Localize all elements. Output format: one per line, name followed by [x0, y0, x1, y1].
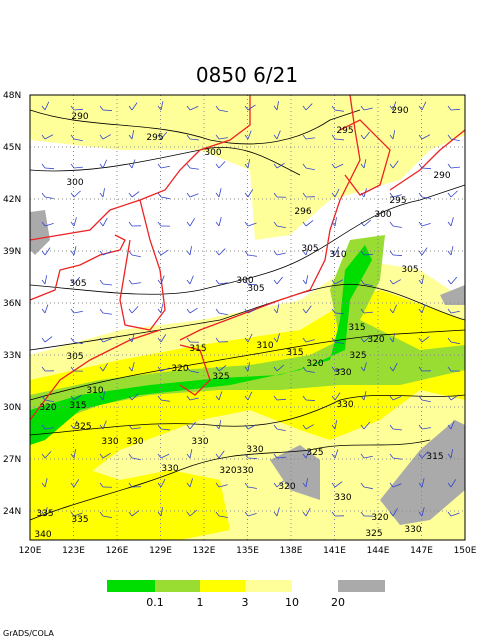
contour-label: 315	[69, 401, 86, 411]
contour-label: 295	[146, 133, 163, 143]
lon-label: 120E	[19, 546, 42, 556]
legend-swatch	[245, 580, 292, 592]
lon-label: 147E	[410, 546, 433, 556]
legend-label: 0.1	[146, 596, 164, 609]
contour-label: 330	[246, 445, 263, 455]
contour-label: 310	[256, 341, 273, 351]
lon-label: 150E	[454, 546, 477, 556]
contour-label: 320	[367, 335, 384, 345]
contour-label: 305	[401, 265, 418, 275]
contour-label: 305	[301, 244, 318, 254]
contour-label: 330	[236, 466, 253, 476]
credit: GrADS/COLA	[3, 629, 54, 638]
wind-barb	[103, 110, 112, 111]
lat-label: 39N	[3, 247, 21, 257]
contour-label: 300	[204, 148, 221, 158]
legend-label: 1	[197, 596, 204, 609]
contour-label: 320	[371, 513, 388, 523]
contour-label: 325	[349, 351, 366, 361]
lat-label: 42N	[3, 195, 21, 205]
contour-label: 300	[66, 178, 83, 188]
contour-label: 305	[66, 352, 83, 362]
contour-label: 305	[69, 279, 86, 289]
contour-label: 300	[374, 210, 391, 220]
lon-label: 138E	[280, 546, 303, 556]
contour-label: 330	[101, 437, 118, 447]
contour-label: 310	[86, 386, 103, 396]
wind-barb	[306, 400, 315, 401]
contour-label: 330	[191, 437, 208, 447]
legend-swatch	[200, 580, 245, 592]
contour-label: 330	[334, 493, 351, 503]
contour-label: 290	[433, 171, 450, 181]
legend-swatch	[107, 580, 155, 592]
lat-label: 27N	[3, 455, 21, 465]
contour-label: 335	[71, 515, 88, 525]
contour-label: 330	[126, 437, 143, 447]
contour-label: 320	[219, 466, 236, 476]
contour-label: 295	[336, 126, 353, 136]
legend-swatch	[155, 580, 200, 592]
lat-label: 45N	[3, 143, 21, 153]
contour-label: 325	[365, 529, 382, 539]
contour-label: 305	[247, 284, 264, 294]
contour-label: 330	[334, 368, 351, 378]
contour-label: 330	[161, 464, 178, 474]
contour-label: 320	[306, 359, 323, 369]
contour-label: 325	[212, 372, 229, 382]
lon-label: 141E	[323, 546, 346, 556]
contour-label: 315	[286, 348, 303, 358]
contour-label: 335	[36, 509, 53, 519]
lon-label: 126E	[106, 546, 129, 556]
contour-label: 325	[306, 448, 323, 458]
lon-label: 135E	[236, 546, 259, 556]
legend-label: 10	[285, 596, 299, 609]
lat-label: 33N	[3, 351, 21, 361]
legend-label: 3	[242, 596, 249, 609]
contour-label: 296	[294, 207, 311, 217]
contour-label: 320	[39, 403, 56, 413]
lat-label: 30N	[3, 403, 21, 413]
contour-label: 340	[34, 530, 51, 540]
legend-swatch	[338, 580, 385, 592]
lon-label: 132E	[193, 546, 216, 556]
legend: 0.1 1 3 10 20	[107, 580, 385, 609]
lon-label: 123E	[62, 546, 85, 556]
lat-label: 24N	[3, 507, 21, 517]
contour-label: 330	[336, 400, 353, 410]
title: 0850 6/21	[196, 63, 298, 87]
lat-label: 36N	[3, 299, 21, 309]
contour-label: 315	[189, 344, 206, 354]
contour-label: 330	[404, 525, 421, 535]
contour-label: 310	[329, 250, 346, 260]
wind-barb	[393, 255, 402, 256]
lat-label: 48N	[3, 91, 21, 101]
lon-label: 144E	[367, 546, 390, 556]
contour-label: 320	[278, 482, 295, 492]
contour-label: 325	[74, 422, 91, 432]
contour-label: 320	[171, 364, 188, 374]
contour-label: 295	[389, 196, 406, 206]
contour-label: 315	[426, 452, 443, 462]
contour-label: 315	[348, 323, 365, 333]
legend-label: 20	[331, 596, 345, 609]
lon-label: 129E	[149, 546, 172, 556]
contour-label: 290	[391, 106, 408, 116]
contour-label: 290	[71, 112, 88, 122]
